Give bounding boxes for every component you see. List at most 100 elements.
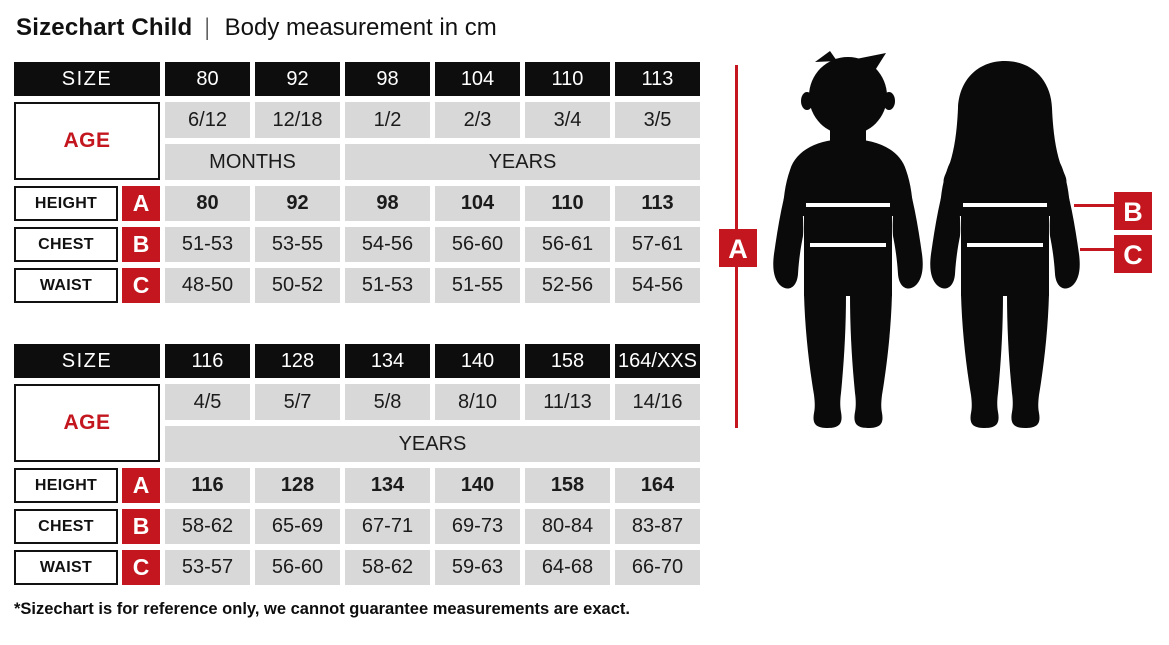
waist-value: 51-55: [435, 268, 520, 303]
age-value: 3/5: [615, 102, 700, 138]
age-value: 14/16: [615, 384, 700, 420]
height-value: 92: [255, 186, 340, 221]
age-header: AGE: [14, 384, 160, 462]
sizechart-table-small: SIZE 80 92 98 104 110 113 AGE 6/12 12/18…: [14, 62, 700, 303]
height-line-lower: [735, 266, 738, 428]
size-value: 110: [525, 62, 610, 96]
unit-years: YEARS: [345, 144, 700, 180]
chest-value: 67-71: [345, 509, 430, 544]
waist-value: 51-53: [345, 268, 430, 303]
waist-value: 58-62: [345, 550, 430, 585]
marker-a-box: [719, 229, 757, 267]
waist-value: 52-56: [525, 268, 610, 303]
height-value: 98: [345, 186, 430, 221]
unit-months: MONTHS: [165, 144, 340, 180]
age-value: 8/10: [435, 384, 520, 420]
waist-row-label: WAIST C: [14, 268, 160, 303]
letter-c-badge: C: [122, 550, 160, 585]
marker-c-letter: C: [1123, 240, 1143, 270]
height-value: 164: [615, 468, 700, 503]
height-value: 140: [435, 468, 520, 503]
chest-value: 56-61: [525, 227, 610, 262]
waist-value: 53-57: [165, 550, 250, 585]
size-value: 164/XXS: [615, 344, 700, 378]
title-subtitle: Body measurement in cm: [224, 14, 497, 41]
height-value: 80: [165, 186, 250, 221]
chest-value: 69-73: [435, 509, 520, 544]
age-value: 6/12: [165, 102, 250, 138]
height-value: 110: [525, 186, 610, 221]
size-value: 134: [345, 344, 430, 378]
marker-c-box: [1114, 235, 1152, 273]
waist-value: 54-56: [615, 268, 700, 303]
chest-value: 80-84: [525, 509, 610, 544]
measurement-markers: [719, 65, 1152, 428]
age-value: 2/3: [435, 102, 520, 138]
age-value: 1/2: [345, 102, 430, 138]
waist-value: 48-50: [165, 268, 250, 303]
size-value: 104: [435, 62, 520, 96]
waist-value: 56-60: [255, 550, 340, 585]
chest-value: 56-60: [435, 227, 520, 262]
age-value: 5/7: [255, 384, 340, 420]
chest-row-label: CHEST B: [14, 227, 160, 262]
height-row-label: HEIGHT A: [14, 186, 160, 221]
letter-a-badge: A: [122, 468, 160, 503]
waist-label: WAIST: [14, 550, 118, 585]
boy-silhouette: [773, 51, 923, 428]
chest-value: 51-53: [165, 227, 250, 262]
height-label: HEIGHT: [14, 186, 118, 221]
size-value: 98: [345, 62, 430, 96]
title-main: Sizechart Child: [16, 14, 193, 41]
unit-years: YEARS: [165, 426, 700, 462]
letter-b-badge: B: [122, 227, 160, 262]
height-value: 134: [345, 468, 430, 503]
age-value: 5/8: [345, 384, 430, 420]
marker-b-letter: B: [1123, 197, 1143, 227]
height-row-label: HEIGHT A: [14, 468, 160, 503]
waist-pointer-line: [1080, 248, 1114, 251]
title-separator: |: [205, 14, 210, 41]
marker-a-letter: A: [728, 234, 748, 264]
chest-label: CHEST: [14, 227, 118, 262]
letter-b-badge: B: [122, 509, 160, 544]
letter-c-badge: C: [122, 268, 160, 303]
footnote: *Sizechart is for reference only, we can…: [14, 600, 630, 618]
size-value: 140: [435, 344, 520, 378]
chest-value: 57-61: [615, 227, 700, 262]
size-header: SIZE: [14, 344, 160, 378]
size-value: 80: [165, 62, 250, 96]
size-header: SIZE: [14, 62, 160, 96]
waist-value: 64-68: [525, 550, 610, 585]
measurement-figure: A B C: [719, 51, 1152, 428]
size-value: 92: [255, 62, 340, 96]
chest-value: 53-55: [255, 227, 340, 262]
age-value: 11/13: [525, 384, 610, 420]
height-value: 104: [435, 186, 520, 221]
height-value: 113: [615, 186, 700, 221]
age-value: 12/18: [255, 102, 340, 138]
waist-label: WAIST: [14, 268, 118, 303]
waist-value: 66-70: [615, 550, 700, 585]
age-header: AGE: [14, 102, 160, 180]
height-line-upper: [735, 65, 738, 229]
size-value: 116: [165, 344, 250, 378]
age-value: 4/5: [165, 384, 250, 420]
waist-value: 59-63: [435, 550, 520, 585]
waist-value: 50-52: [255, 268, 340, 303]
size-value: 158: [525, 344, 610, 378]
chest-label: CHEST: [14, 509, 118, 544]
height-value: 158: [525, 468, 610, 503]
chest-value: 54-56: [345, 227, 430, 262]
size-value: 128: [255, 344, 340, 378]
chest-value: 58-62: [165, 509, 250, 544]
chest-value: 83-87: [615, 509, 700, 544]
height-value: 116: [165, 468, 250, 503]
sizechart-table-large: SIZE 116 128 134 140 158 164/XXS AGE 4/5…: [14, 344, 700, 585]
chest-value: 65-69: [255, 509, 340, 544]
page-title: Sizechart Child | Body measurement in cm: [16, 14, 497, 42]
chest-row-label: CHEST B: [14, 509, 160, 544]
age-value: 3/4: [525, 102, 610, 138]
girl-silhouette: [930, 61, 1080, 428]
